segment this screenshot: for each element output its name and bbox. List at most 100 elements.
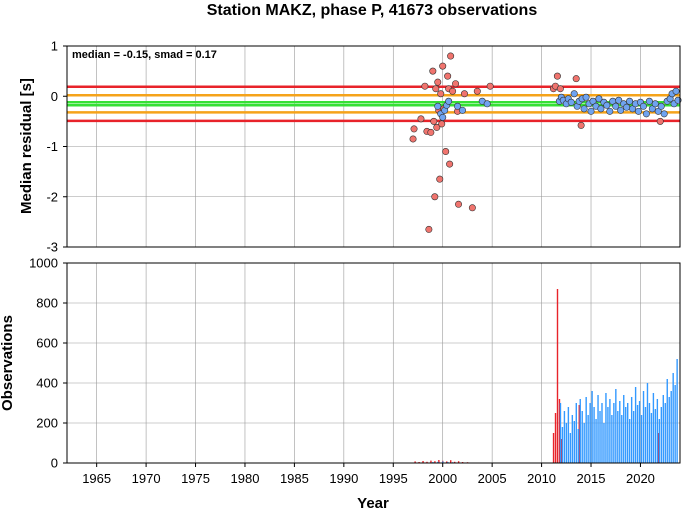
top-y-tick-label: 1	[51, 39, 58, 54]
bottom-y-tick-label: 1000	[29, 256, 58, 271]
inlier-point	[570, 90, 578, 98]
inlier-point	[642, 110, 650, 118]
observation-bar-blue	[581, 411, 583, 463]
x-tick-label: 2005	[478, 471, 507, 486]
bottom-bars	[414, 289, 678, 463]
x-tick-label: 1995	[379, 471, 408, 486]
inlier-point	[612, 102, 620, 110]
observation-bar-red	[438, 460, 440, 463]
observation-bar-blue	[662, 395, 664, 463]
outlier-point	[432, 85, 440, 93]
observation-bar-blue	[577, 429, 579, 463]
x-tick-label: 1965	[82, 471, 111, 486]
outlier-point	[425, 225, 433, 233]
inlier-point	[651, 100, 659, 108]
observation-bar-blue	[666, 379, 668, 463]
observation-bar-blue	[668, 397, 670, 463]
observation-bar-blue	[638, 401, 641, 463]
x-tick-label: 2000	[428, 471, 457, 486]
x-tick-label: 2020	[626, 471, 655, 486]
outlier-point	[409, 135, 417, 143]
observation-bar-blue	[670, 391, 672, 463]
observation-bar-blue	[625, 407, 627, 463]
observation-bar-red	[426, 461, 428, 463]
observation-bar-red	[554, 413, 557, 463]
observation-bar-blue	[615, 389, 617, 463]
x-tick-label: 2010	[527, 471, 556, 486]
outlier-point	[417, 115, 425, 123]
x-tick-label: 1985	[280, 471, 309, 486]
observation-bar-blue	[585, 397, 587, 463]
inlier-point	[582, 93, 590, 101]
inlier-point	[567, 98, 575, 106]
outlier-point	[452, 80, 460, 88]
top-y-axis-label: Median residual [s]	[18, 78, 35, 214]
inlier-point	[606, 107, 614, 115]
observation-bar-red	[457, 461, 460, 463]
inlier-point	[483, 100, 491, 108]
x-tick-label: 1990	[329, 471, 358, 486]
inlier-point	[434, 102, 442, 110]
bottom-y-tick-label: 0	[51, 456, 58, 471]
observation-bar-red	[558, 399, 561, 463]
observation-bar-blue	[607, 407, 609, 463]
observation-bar-red	[450, 460, 452, 463]
top-y-tick-label: -2	[46, 189, 58, 204]
outlier-point	[427, 128, 435, 136]
observation-bar-blue	[583, 423, 585, 463]
observation-bar-blue	[617, 411, 619, 463]
bottom-y-tick-label: 600	[36, 336, 58, 351]
observation-bar-blue	[437, 461, 439, 463]
observation-bar-red	[434, 461, 436, 463]
outlier-point	[460, 90, 468, 98]
observation-bar-blue	[619, 401, 621, 463]
top-y-tick-label: 0	[51, 89, 58, 104]
inlier-point	[617, 106, 625, 114]
observation-bar-blue	[565, 423, 568, 463]
bottom-y-ticks: 1000 800 600 400 200 0	[29, 256, 67, 471]
chart-title: Station MAKZ, phase P, 41673 observation…	[207, 2, 538, 19]
observation-bar-blue	[648, 403, 651, 463]
inlier-point	[639, 102, 647, 110]
median-annotation: median = -0.15, smad = 0.17	[72, 49, 217, 61]
outlier-point	[438, 120, 446, 128]
observation-bar-blue	[656, 399, 659, 463]
observation-bar-blue	[579, 399, 581, 463]
observation-bar-blue	[573, 421, 576, 463]
bottom-y-tick-label: 200	[36, 416, 58, 431]
observation-bar-blue	[599, 411, 601, 463]
top-y-ticks: 1 0 -1 -2 -3	[46, 39, 67, 255]
inlier-point	[458, 106, 466, 114]
outlier-point	[656, 117, 664, 125]
outlier-point	[486, 82, 494, 90]
observation-bar-blue	[632, 411, 635, 463]
observation-bar-blue	[621, 415, 623, 463]
observation-bar-blue	[595, 419, 597, 463]
observation-bar-blue	[636, 405, 639, 463]
observation-bar-blue	[609, 399, 611, 463]
bottom-y-axis-label: Observations	[0, 315, 16, 411]
observation-bar-blue	[676, 359, 678, 463]
outlier-point	[430, 117, 438, 125]
observation-bar-blue	[569, 433, 572, 463]
outlier-point	[446, 160, 454, 168]
observation-bar-blue	[559, 403, 562, 463]
outlier-point	[455, 200, 463, 208]
outlier-point	[468, 204, 476, 212]
inlier-point	[623, 103, 631, 111]
observation-bar-red	[578, 405, 580, 463]
outlier-point	[577, 121, 585, 129]
observation-bar-red	[657, 433, 660, 463]
observation-bar-blue	[660, 407, 663, 463]
observation-bar-blue	[587, 415, 589, 463]
observation-bar-blue	[634, 387, 637, 463]
outlier-point	[439, 62, 447, 70]
observation-bar-blue	[664, 403, 666, 463]
observation-bar-blue	[442, 461, 444, 463]
inlier-point	[634, 107, 642, 115]
observation-bar-blue	[613, 403, 615, 463]
top-reference-lines	[67, 85, 680, 123]
bottom-x-ticks: 1965 1970 1975 1980 1985 1990 1995 2000 2005 2010…	[82, 463, 655, 486]
inlier-point	[445, 97, 453, 105]
